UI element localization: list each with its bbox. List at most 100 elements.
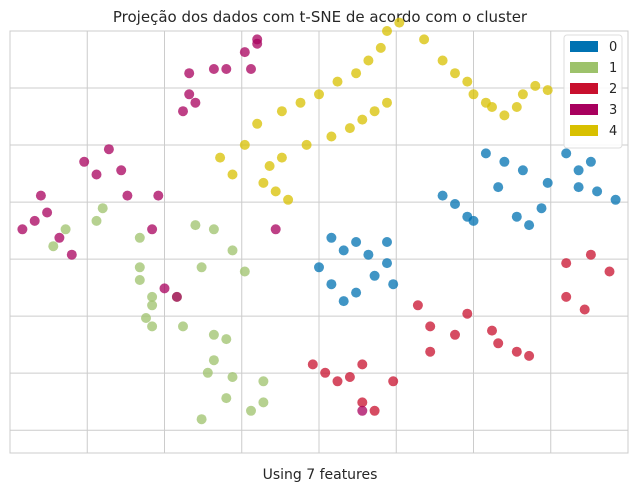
point-cluster-3 bbox=[184, 89, 195, 100]
point-cluster-3 bbox=[116, 165, 127, 176]
point-cluster-1 bbox=[48, 241, 59, 252]
point-cluster-2 bbox=[604, 266, 615, 277]
point-cluster-4 bbox=[344, 123, 355, 134]
point-cluster-1 bbox=[258, 397, 269, 408]
point-cluster-2 bbox=[320, 367, 331, 378]
series-0 bbox=[314, 148, 621, 307]
legend-swatch-3 bbox=[570, 104, 598, 115]
point-cluster-0 bbox=[573, 182, 584, 193]
series-2 bbox=[307, 249, 615, 416]
point-cluster-3 bbox=[190, 97, 201, 108]
point-cluster-3 bbox=[270, 224, 281, 235]
legend-swatch-0 bbox=[570, 41, 598, 52]
point-cluster-3 bbox=[147, 224, 158, 235]
series-4 bbox=[215, 17, 553, 205]
point-cluster-3 bbox=[35, 190, 46, 201]
point-cluster-3 bbox=[246, 64, 256, 74]
point-cluster-0 bbox=[369, 270, 380, 281]
point-cluster-3 bbox=[252, 34, 263, 45]
point-cluster-0 bbox=[338, 296, 349, 307]
point-cluster-1 bbox=[246, 405, 256, 416]
point-cluster-4 bbox=[542, 85, 553, 96]
data-points bbox=[17, 17, 621, 425]
point-cluster-3 bbox=[221, 64, 232, 74]
point-cluster-0 bbox=[338, 245, 349, 256]
point-cluster-0 bbox=[326, 279, 337, 290]
point-cluster-4 bbox=[419, 34, 430, 45]
point-cluster-4 bbox=[468, 89, 479, 100]
point-cluster-2 bbox=[561, 258, 572, 269]
point-cluster-0 bbox=[382, 258, 392, 269]
point-cluster-1 bbox=[202, 367, 213, 378]
point-cluster-3 bbox=[66, 249, 77, 260]
point-cluster-1 bbox=[227, 372, 238, 382]
point-cluster-0 bbox=[388, 279, 399, 290]
point-cluster-2 bbox=[585, 249, 596, 260]
point-cluster-1 bbox=[196, 414, 207, 425]
legend-swatch-1 bbox=[570, 62, 598, 73]
point-cluster-0 bbox=[536, 203, 547, 214]
point-cluster-1 bbox=[147, 291, 158, 302]
point-cluster-1 bbox=[227, 245, 238, 256]
point-cluster-1 bbox=[208, 224, 219, 235]
point-cluster-0 bbox=[561, 148, 572, 159]
point-cluster-1 bbox=[134, 275, 145, 285]
point-cluster-1 bbox=[60, 224, 71, 235]
point-cluster-4 bbox=[215, 152, 226, 163]
point-cluster-2 bbox=[332, 376, 343, 387]
point-cluster-2 bbox=[344, 372, 355, 382]
point-cluster-3 bbox=[79, 156, 90, 167]
point-cluster-2 bbox=[450, 329, 460, 340]
point-cluster-4 bbox=[264, 161, 275, 171]
x-axis-label: Using 7 features bbox=[263, 467, 378, 483]
point-cluster-2 bbox=[425, 321, 436, 332]
point-cluster-2 bbox=[388, 376, 399, 387]
point-cluster-2 bbox=[493, 338, 504, 349]
point-cluster-3 bbox=[42, 207, 53, 218]
point-cluster-3 bbox=[29, 215, 40, 226]
point-cluster-0 bbox=[363, 249, 374, 260]
point-cluster-3 bbox=[54, 232, 65, 243]
point-cluster-4 bbox=[382, 26, 392, 36]
point-cluster-1 bbox=[97, 203, 108, 214]
point-cluster-2 bbox=[561, 291, 572, 302]
point-cluster-1 bbox=[221, 393, 232, 404]
point-cluster-4 bbox=[517, 89, 528, 100]
point-cluster-4 bbox=[326, 131, 337, 142]
point-cluster-2 bbox=[357, 397, 368, 408]
point-cluster-3 bbox=[91, 169, 102, 180]
point-cluster-4 bbox=[375, 42, 386, 53]
point-cluster-4 bbox=[499, 110, 510, 121]
point-cluster-3 bbox=[239, 47, 250, 58]
legend-label-4: 4 bbox=[609, 124, 617, 139]
point-cluster-3 bbox=[357, 405, 368, 416]
point-cluster-4 bbox=[363, 55, 374, 66]
point-cluster-4 bbox=[276, 152, 287, 163]
point-cluster-3 bbox=[184, 68, 195, 79]
point-cluster-4 bbox=[462, 76, 473, 87]
point-cluster-4 bbox=[437, 55, 448, 66]
point-cluster-0 bbox=[592, 186, 603, 197]
point-cluster-4 bbox=[301, 139, 312, 150]
point-cluster-4 bbox=[227, 169, 238, 180]
point-cluster-4 bbox=[351, 68, 362, 79]
point-cluster-0 bbox=[351, 237, 362, 247]
point-cluster-0 bbox=[493, 182, 504, 193]
point-cluster-4 bbox=[252, 118, 263, 129]
point-cluster-1 bbox=[178, 321, 188, 332]
point-cluster-0 bbox=[524, 220, 535, 231]
point-cluster-1 bbox=[208, 329, 219, 340]
point-cluster-2 bbox=[357, 359, 368, 370]
legend-label-3: 3 bbox=[609, 103, 617, 118]
point-cluster-0 bbox=[480, 148, 491, 159]
point-cluster-4 bbox=[487, 102, 497, 112]
point-cluster-4 bbox=[276, 106, 287, 117]
point-cluster-4 bbox=[295, 97, 306, 108]
point-cluster-3 bbox=[178, 106, 188, 117]
point-cluster-1 bbox=[221, 334, 232, 345]
point-cluster-4 bbox=[511, 102, 522, 112]
point-cluster-1 bbox=[258, 376, 269, 387]
point-cluster-0 bbox=[610, 194, 621, 205]
point-cluster-4 bbox=[394, 17, 405, 28]
legend-label-2: 2 bbox=[609, 82, 617, 97]
